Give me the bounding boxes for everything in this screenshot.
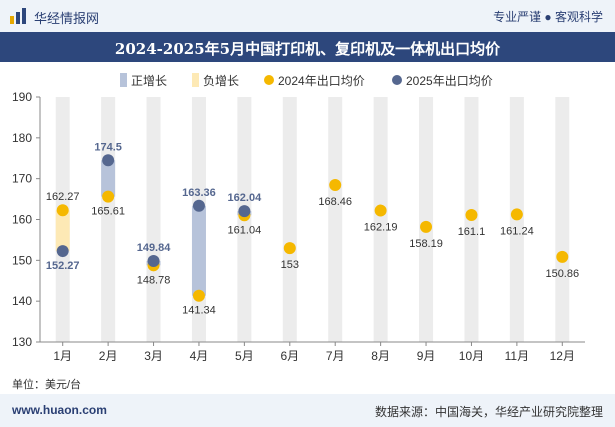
column-bg [555, 97, 570, 342]
x-tick-label: 5月 [235, 349, 254, 363]
point-2024 [192, 289, 205, 302]
column-bg [101, 97, 116, 342]
unit-label: 单位：美元/台 [12, 379, 82, 391]
point-2024 [56, 204, 69, 217]
data-source: 数据来源：中国海关，华经产业研究院整理 [374, 405, 603, 419]
chart-title: 2024-2025年5月中国打印机、复印机及一体机出口均价 [114, 40, 501, 58]
legend-2024-label: 2024年出口均价 [278, 74, 365, 88]
column-bg [328, 97, 343, 342]
data-label-2024: 148.78 [137, 274, 171, 286]
x-tick-label: 8月 [371, 349, 390, 363]
y-tick-label: 170 [12, 172, 32, 186]
legend-decrease-swatch [192, 73, 199, 87]
decrease-bar [55, 210, 70, 252]
y-tick-label: 130 [12, 335, 32, 349]
data-label-2024: 161.24 [500, 225, 534, 237]
point-2024 [556, 250, 569, 263]
y-tick-label: 160 [12, 213, 32, 227]
point-2024 [102, 190, 115, 203]
website-link[interactable]: www.huaon.com [12, 403, 107, 417]
data-label-2024: 165.61 [91, 206, 125, 218]
y-tick-label: 150 [12, 253, 32, 267]
point-2025 [56, 245, 69, 258]
point-2024 [374, 204, 387, 217]
y-tick-label: 180 [12, 131, 32, 145]
legend-2025-label: 2025年出口均价 [406, 74, 493, 88]
legend-decrease-label: 负增长 [203, 74, 239, 88]
legend-increase-label: 正增长 [131, 74, 167, 88]
data-label-2024: 168.46 [318, 196, 352, 208]
data-label-2024: 153 [281, 259, 299, 271]
x-tick-label: 11月 [505, 349, 529, 363]
data-label-2024: 161.04 [228, 224, 262, 236]
increase-bar [191, 205, 206, 296]
brand-name: 华经情报网 [34, 11, 100, 26]
x-tick-label: 10月 [459, 349, 484, 363]
data-label-2024: 158.19 [409, 238, 443, 250]
data-label-2024: 161.1 [458, 226, 486, 238]
header-bar: 华经情报网 专业严谨 ● 客观科学 [0, 0, 615, 32]
tagline: 专业严谨 ● 客观科学 [493, 10, 603, 24]
point-2024 [283, 242, 296, 255]
title-bar: 2024-2025年5月中国打印机、复印机及一体机出口均价 [0, 32, 615, 62]
y-tick-label: 140 [12, 294, 32, 308]
legend-increase-swatch [120, 73, 127, 87]
legend-2024-swatch [264, 75, 274, 85]
point-2025 [238, 205, 251, 218]
data-label-2024: 150.86 [545, 268, 579, 280]
chart-area: 130 140 150 160 170 180 190 1月 2月 3月 4月 5月 6月 7月 8月 9月 1… [12, 73, 585, 363]
data-label-2025: 162.04 [228, 192, 263, 204]
data-label-2024: 141.34 [182, 305, 216, 317]
data-label-2024: 162.27 [46, 191, 80, 203]
data-label-2025: 163.36 [182, 187, 216, 199]
x-tick-label: 9月 [417, 349, 436, 363]
x-tick-label: 12月 [550, 349, 575, 363]
point-2024 [465, 209, 478, 222]
data-label-2024: 162.19 [364, 222, 398, 234]
x-tick-label: 1月 [53, 349, 72, 363]
point-2025 [102, 154, 115, 167]
point-2025 [147, 254, 160, 267]
logo-icon [10, 8, 26, 24]
point-2025 [192, 199, 205, 212]
column-bg [419, 97, 434, 342]
x-tick-label: 2月 [99, 349, 118, 363]
column-bg [373, 97, 388, 342]
data-label-2025: 149.84 [137, 242, 172, 254]
x-tick-label: 7月 [326, 349, 345, 363]
x-tick-label: 4月 [190, 349, 209, 363]
column-bg [146, 97, 161, 342]
footer-bar: www.huaon.com 数据来源：中国海关，华经产业研究院整理 [0, 394, 615, 427]
point-2024 [510, 208, 523, 221]
x-tick-label: 3月 [144, 349, 163, 363]
data-label-2025: 174.5 [94, 141, 122, 153]
legend-2025-swatch [392, 75, 402, 85]
column-bg [282, 97, 297, 342]
point-2024 [329, 178, 342, 191]
data-label-2025: 152.27 [46, 260, 80, 272]
increase-bar [101, 160, 116, 197]
x-tick-label: 6月 [280, 349, 299, 363]
y-tick-label: 190 [12, 90, 32, 104]
point-2024 [420, 220, 433, 233]
